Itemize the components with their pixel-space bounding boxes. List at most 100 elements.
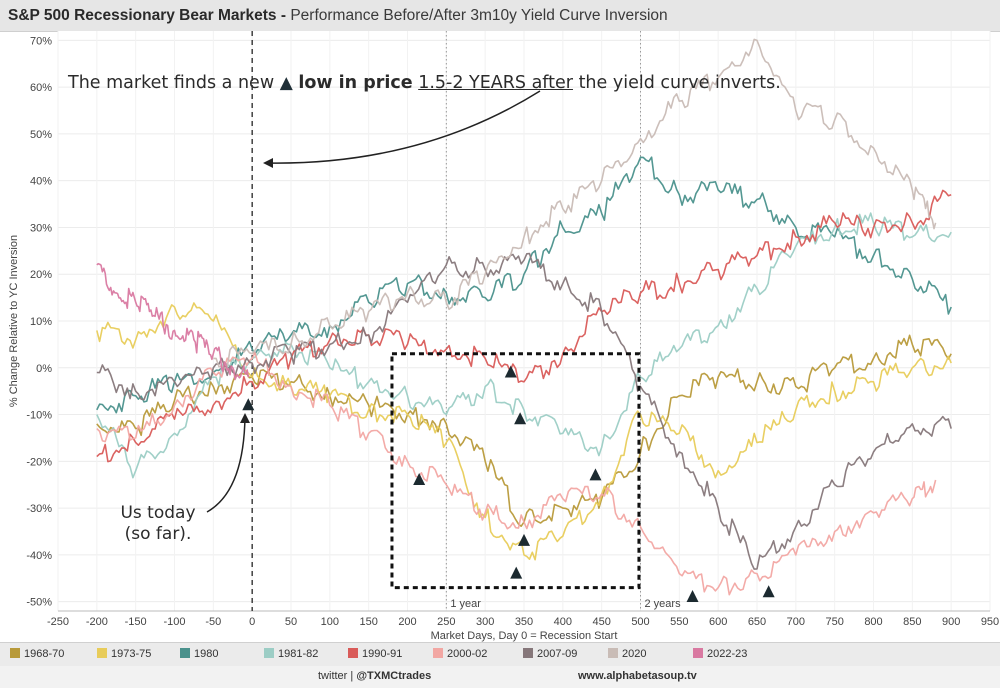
series-line-1990-91 [96,189,952,463]
series-line-2022-23 [96,262,250,381]
chart-plot: -50% -40% -30% -20% -10% 0% 10% 20% 30% 40% 50% 60%… [8,31,999,642]
y-tick-label: -50% [26,597,52,609]
legend-label: 1968-70 [24,648,65,660]
legend-swatch [264,648,274,658]
y-tick-label: -40% [26,550,52,562]
today-annotation-line1: Us today [120,503,196,523]
series-line-2007-09 [96,252,952,570]
x-tick-label: 500 [631,616,649,628]
annotation-text-bold: low in price [298,73,413,93]
footer: twitter | @TXMCtrades www.alphabetasoup.… [0,666,1000,688]
y-tick-label: 70% [30,35,52,47]
x-tick-label: -200 [86,616,108,628]
legend-item: 1973-75 [97,648,151,660]
x-tick-label: 750 [825,616,843,628]
x-tick-label: 450 [592,616,610,628]
legend-label: 2022-23 [707,648,748,660]
today-arrow [206,415,246,513]
series-line-2020 [213,38,937,369]
x-tick-label: 600 [709,616,727,628]
y-tick-label: 20% [30,269,52,281]
today-arrowhead [240,413,250,423]
low-marker [514,412,527,425]
low-marker [504,365,517,378]
legend: 1968-70 1973-75 1980 1981-82 1990-91 2000-02 2… [0,642,1000,667]
legend-item: 1980 [180,648,218,660]
x-tick-label: 550 [670,616,688,628]
legend-item: 1990-91 [348,648,402,660]
x-tick-label: 150 [359,616,377,628]
x-tick-label: 200 [398,616,416,628]
x-tick-label: 350 [515,616,533,628]
chart-title: S&P 500 Recessionary Bear Markets - Perf… [8,7,668,25]
legend-item: 2000-02 [433,648,487,660]
x-tick-label: -100 [163,616,185,628]
today-annotation: Us today (so far). [108,503,208,545]
legend-item: 1981-82 [264,648,318,660]
low-marker [686,589,699,602]
x-tick-label: 650 [748,616,766,628]
legend-swatch [608,648,618,658]
chart-title-bold: S&P 500 Recessionary Bear Markets - [8,7,287,24]
y-tick-label: 60% [30,82,52,94]
low-marker [762,585,775,598]
low-marker [510,566,523,579]
low-marker [242,398,255,411]
x-tick-label: 50 [285,616,297,628]
y-tick-label: -20% [26,456,52,468]
annotation-arrowhead [263,158,273,168]
y-axis-label: % Change Relative to YC Inversion [8,235,20,407]
legend-item: 2020 [608,648,646,660]
x-tick-label: 800 [864,616,882,628]
legend-swatch [433,648,443,658]
legend-label: 1973-75 [111,648,152,660]
x-tick-label: 100 [321,616,339,628]
legend-label: 1981-82 [278,648,319,660]
annotation-text-pre: The market finds a new [68,73,275,93]
x-tick-label: 400 [554,616,572,628]
period-label: 2 years [645,598,682,610]
annotation-text-post: the yield curve inverts. [578,73,781,93]
x-tick-label: 700 [787,616,805,628]
period-label: 1 year [450,598,481,610]
x-tick-label: 900 [942,616,960,628]
legend-item: 1968-70 [10,648,64,660]
footer-twitter-prefix: twitter | [318,670,354,682]
legend-label: 1990-91 [362,648,403,660]
x-tick-label: -250 [47,616,69,628]
legend-swatch [348,648,358,658]
low-marker [413,473,426,486]
y-tick-label: -30% [26,503,52,515]
legend-label: 2000-02 [447,648,488,660]
legend-swatch [693,648,703,658]
x-tick-label: 0 [249,616,255,628]
y-tick-label: 30% [30,222,52,234]
legend-label: 2007-09 [537,648,578,660]
title-bar: S&P 500 Recessionary Bear Markets - Perf… [0,0,1000,32]
footer-twitter-handle: @TXMCtrades [356,670,432,682]
legend-label: 2020 [622,648,647,660]
legend-swatch [523,648,533,658]
y-tick-label: 0% [36,363,52,375]
footer-site: www.alphabetasoup.tv [578,670,697,682]
annotation-text-underline: 1.5-2 YEARS after [418,73,573,93]
x-tick-label: 950 [981,616,999,628]
x-tick-label: 850 [903,616,921,628]
annotation-arrow [264,90,541,164]
legend-swatch [10,648,20,658]
legend-label: 1980 [194,648,219,660]
footer-twitter: twitter | @TXMCtrades [318,670,431,682]
y-tick-label: 10% [30,316,52,328]
low-marker [589,468,602,481]
triangle-icon: ▲ [279,73,293,93]
chart-title-rest: Performance Before/After 3m10y Yield Cur… [290,7,668,24]
low-marker [518,533,530,546]
x-axis-label: Market Days, Day 0 = Recession Start [431,630,618,642]
legend-swatch [180,648,190,658]
legend-swatch [97,648,107,658]
x-tick-label: -150 [125,616,147,628]
x-tick-label: 250 [437,616,455,628]
y-tick-label: -10% [26,410,52,422]
legend-item: 2022-23 [693,648,747,660]
today-annotation-line2: (so far). [124,524,192,544]
